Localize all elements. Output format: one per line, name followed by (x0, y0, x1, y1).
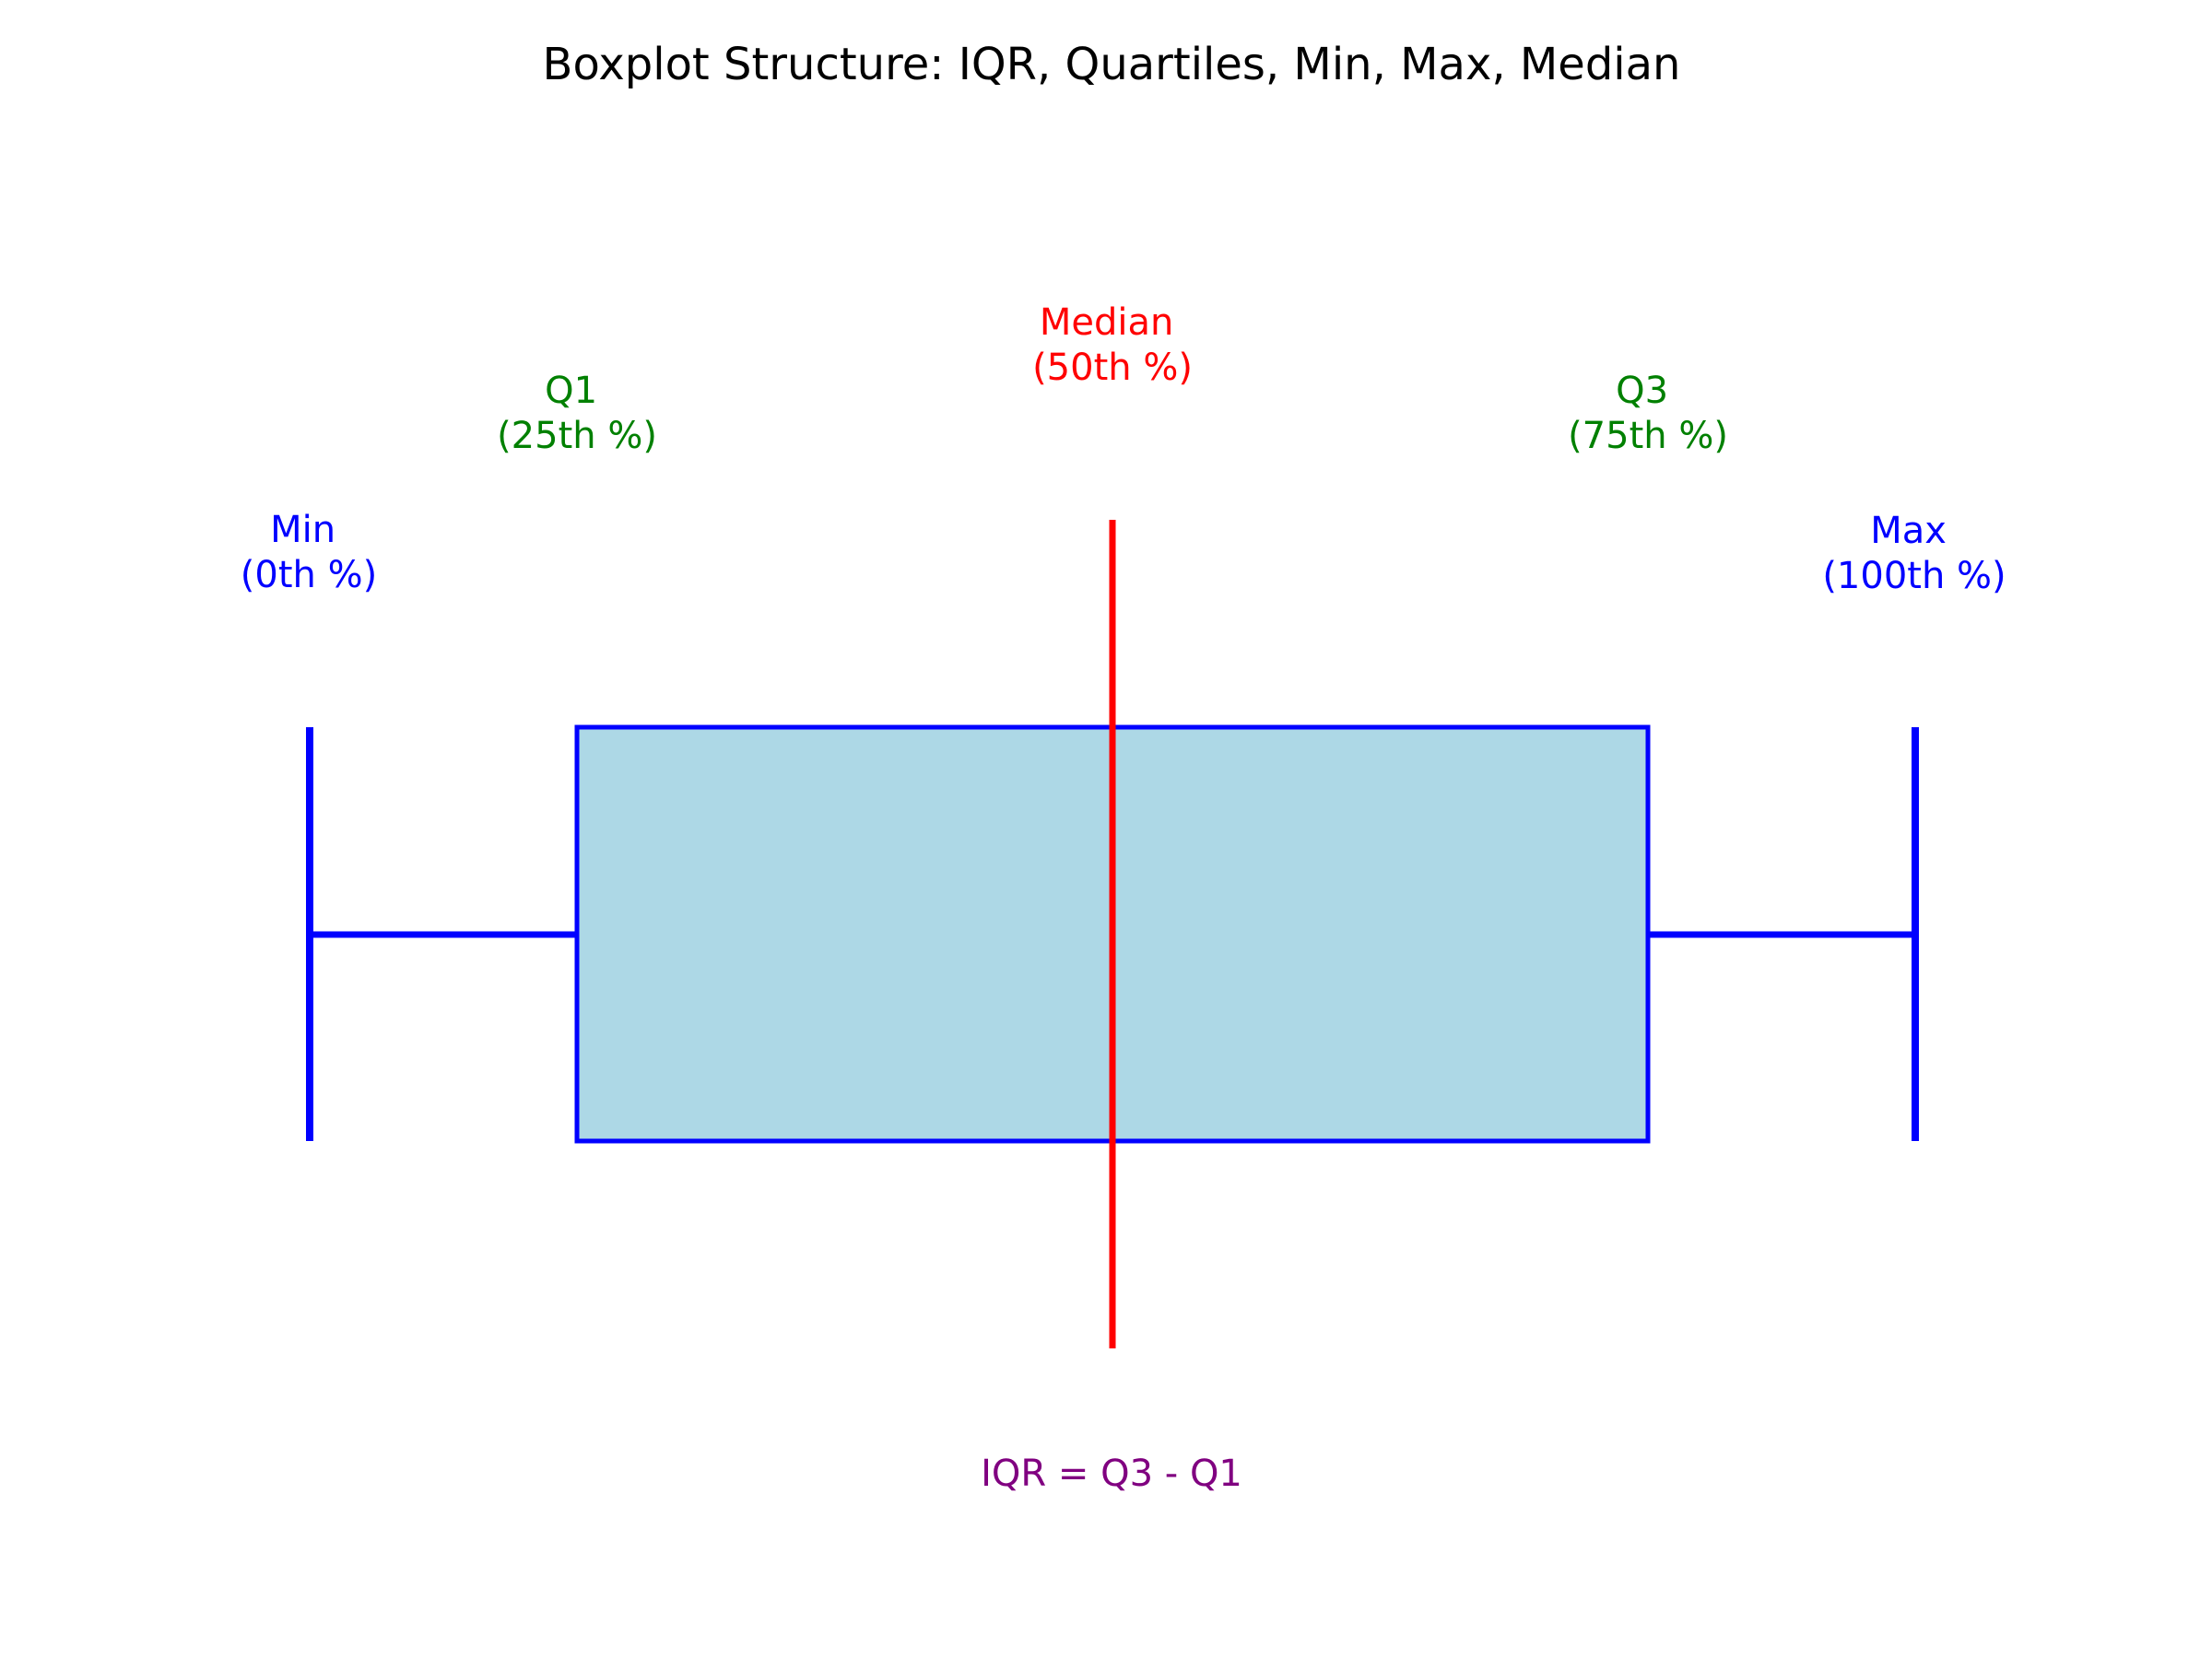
min-label: Min (0th %) (241, 509, 377, 596)
min-label-percentile: (0th %) (241, 554, 377, 596)
iqr-formula-label: IQR = Q3 - Q1 (981, 1453, 1242, 1495)
q1-label-name: Q1 (545, 370, 597, 412)
max-label-percentile: (100th %) (1822, 555, 2006, 597)
min-label-name: Min (270, 509, 335, 551)
q1-label: Q1 (25th %) (497, 370, 657, 457)
q3-label-name: Q3 (1616, 370, 1668, 412)
q3-label-percentile: (75th %) (1568, 415, 1728, 457)
max-label: Max (100th %) (1822, 510, 2006, 597)
max-label-name: Max (1870, 510, 1947, 552)
q3-label: Q3 (75th %) (1568, 370, 1728, 457)
median-label: Median (50th %) (1032, 301, 1193, 389)
diagram-title: Boxplot Structure: IQR, Quartiles, Min, … (543, 39, 1681, 90)
median-label-name: Median (1040, 301, 1174, 344)
q1-label-percentile: (25th %) (497, 415, 657, 457)
median-label-percentile: (50th %) (1032, 347, 1193, 389)
